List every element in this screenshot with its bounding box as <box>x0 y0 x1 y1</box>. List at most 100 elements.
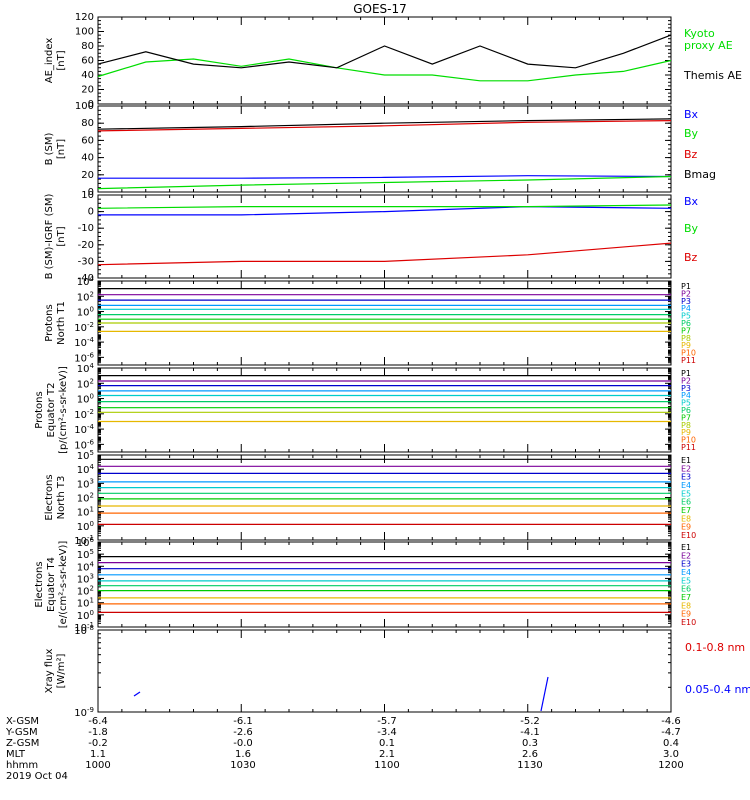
y-tick-label: 101 <box>77 506 94 519</box>
series-line-by <box>97 204 672 209</box>
panel-pnorth: 10-6 10-4 10-2 100 102 104 Protons North T1 P1P2… <box>44 275 696 366</box>
y-tick-label: 60 <box>81 135 94 146</box>
legend-label: Bmag <box>684 168 716 181</box>
orbit-row-label: Y-GSM <box>5 727 38 738</box>
legend-label: E8 <box>681 601 691 610</box>
orbit-value: 1000 <box>85 760 110 771</box>
orbit-value: -5.7 <box>377 716 397 727</box>
legend-label: By <box>684 222 699 235</box>
y-axis-label: B (SM)-IGRF (SM) <box>44 194 55 280</box>
y-tick-label: 105 <box>77 548 94 561</box>
orbit-value: -6.1 <box>233 716 253 727</box>
y-tick-label: 0 <box>88 187 94 198</box>
y-axis-label: [nT] <box>56 139 67 159</box>
orbit-value: 0.3 <box>522 738 538 749</box>
y-axis-label: [nT] <box>56 50 67 70</box>
legend-label: 0.05-0.4 nm <box>685 683 750 696</box>
y-tick-label: 40 <box>81 153 94 164</box>
y-axis-label: [W/m²] <box>56 653 67 688</box>
panel-pequator: 10-6 10-4 10-2 100 102 104 Protons Equator T2 [p… <box>34 362 696 454</box>
legend-label: P5 <box>681 312 691 321</box>
orbit-row-label: Z-GSM <box>6 738 39 749</box>
y-tick-label: -10 <box>78 223 94 234</box>
y-tick-label: 100 <box>77 393 94 406</box>
legend-label: P3 <box>681 384 691 393</box>
orbit-value: -3.4 <box>377 727 397 738</box>
panel-frame <box>97 541 672 628</box>
legend-label: E2 <box>681 551 691 560</box>
orbit-value: 1030 <box>230 760 255 771</box>
xray-fragment <box>133 691 141 697</box>
orbit-value: 2.1 <box>379 749 395 760</box>
legend-label: proxy AE <box>684 39 733 52</box>
legend-label: E7 <box>681 593 691 602</box>
series-line-kyoto-proxy-ae <box>97 58 672 82</box>
orbit-value: -1.8 <box>88 727 108 738</box>
y-tick-label: 80 <box>81 118 94 129</box>
y-tick-label: 104 <box>77 463 95 476</box>
legend-label: 0.1-0.8 nm <box>685 641 745 654</box>
orbit-value: 1.6 <box>235 749 251 760</box>
legend-label: P7 <box>681 326 691 335</box>
orbit-value: -4.6 <box>661 716 681 727</box>
legend-label: E5 <box>681 576 691 585</box>
y-tick-label: 10-1 <box>74 534 94 547</box>
y-tick-label: 106 <box>77 536 95 549</box>
y-tick-label: 104 <box>77 275 95 288</box>
y-tick-label: 104 <box>77 362 95 375</box>
y-tick-label: 101 <box>77 597 94 610</box>
orbit-value: 1130 <box>517 760 542 771</box>
panel-xray: 10-9 10-8 Xray flux [W/m²] 0.1-0.8 nm 0.05-0.… <box>44 624 750 719</box>
legend-label: P8 <box>681 334 691 343</box>
y-tick-label: 10-6 <box>74 351 94 364</box>
orbit-value: -4.1 <box>520 727 540 738</box>
legend-label: E1 <box>681 543 691 552</box>
orbit-value: -5.2 <box>520 716 540 727</box>
y-tick-label: 102 <box>77 290 94 303</box>
y-tick-label: 10 <box>81 190 94 201</box>
legend-label: P11 <box>681 443 696 452</box>
y-axis-label: Protons <box>34 391 45 428</box>
orbit-value: -6.4 <box>88 716 108 727</box>
y-tick-label: 100 <box>75 27 94 38</box>
legend-label: Kyoto <box>684 27 715 40</box>
legend-label: P4 <box>681 391 691 400</box>
y-tick-label: 10-1 <box>74 621 94 634</box>
y-axis-label: Xray flux <box>44 649 55 694</box>
legend-label: P11 <box>681 356 696 365</box>
y-tick-label: 60 <box>81 56 94 67</box>
y-axis-label: Electrons <box>44 474 55 520</box>
legend-label: E9 <box>681 523 691 532</box>
panel-frame <box>97 16 672 105</box>
y-axis-label: Protons <box>44 304 55 341</box>
legend-label: E1 <box>681 456 691 465</box>
plot-title: GOES-17 <box>353 2 407 16</box>
y-axis-label: Equator T4 <box>46 557 57 612</box>
legend-label: P4 <box>681 304 691 313</box>
legend-label: P6 <box>681 319 691 328</box>
y-tick-label: 0 <box>88 99 94 110</box>
y-tick-label: 100 <box>75 101 94 112</box>
series-line-themis-ae <box>97 34 672 69</box>
legend-label: P7 <box>681 413 691 422</box>
y-tick-label: 104 <box>77 560 95 573</box>
y-tick-label: 20 <box>81 85 94 96</box>
legend-label: E3 <box>681 473 691 482</box>
series-line-bz <box>97 120 672 132</box>
y-tick-label: 100 <box>77 520 94 533</box>
series-line-bmag <box>97 118 672 130</box>
series-line-bx <box>98 175 672 179</box>
y-tick-label: 20 <box>81 170 94 181</box>
legend-label: E2 <box>681 464 691 473</box>
orbit-value: -4.7 <box>661 727 681 738</box>
y-tick-label: -30 <box>78 256 94 267</box>
y-tick-label: 80 <box>81 41 94 52</box>
legend-label: E8 <box>681 514 691 523</box>
orbit-value: 1100 <box>374 760 399 771</box>
y-tick-label: -40 <box>78 273 94 284</box>
y-tick-label: 10-2 <box>74 321 94 334</box>
